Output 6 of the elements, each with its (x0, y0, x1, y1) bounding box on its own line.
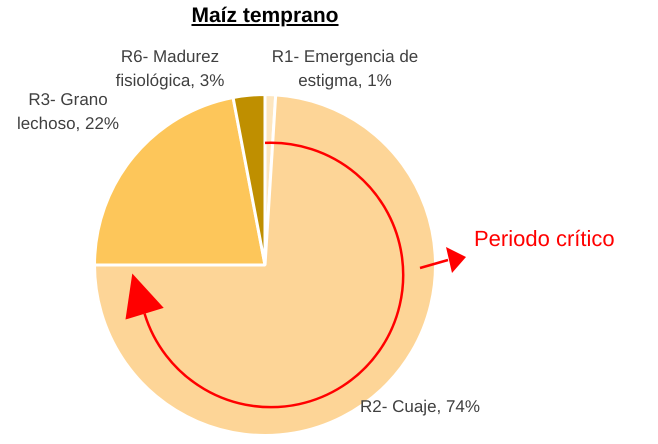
slice-label: R2- Cuaje, 74% (360, 396, 480, 418)
text: Periodo crítico (474, 226, 615, 252)
slice-label: R6- Madurez fisiológica, 3% (116, 47, 224, 90)
slice-label: R1- Emergencia de estigma, 1% (270, 46, 420, 92)
chart-title: Maíz temprano (190, 4, 340, 28)
slice-label: R3- Grano lechoso, 22% (16, 90, 120, 133)
